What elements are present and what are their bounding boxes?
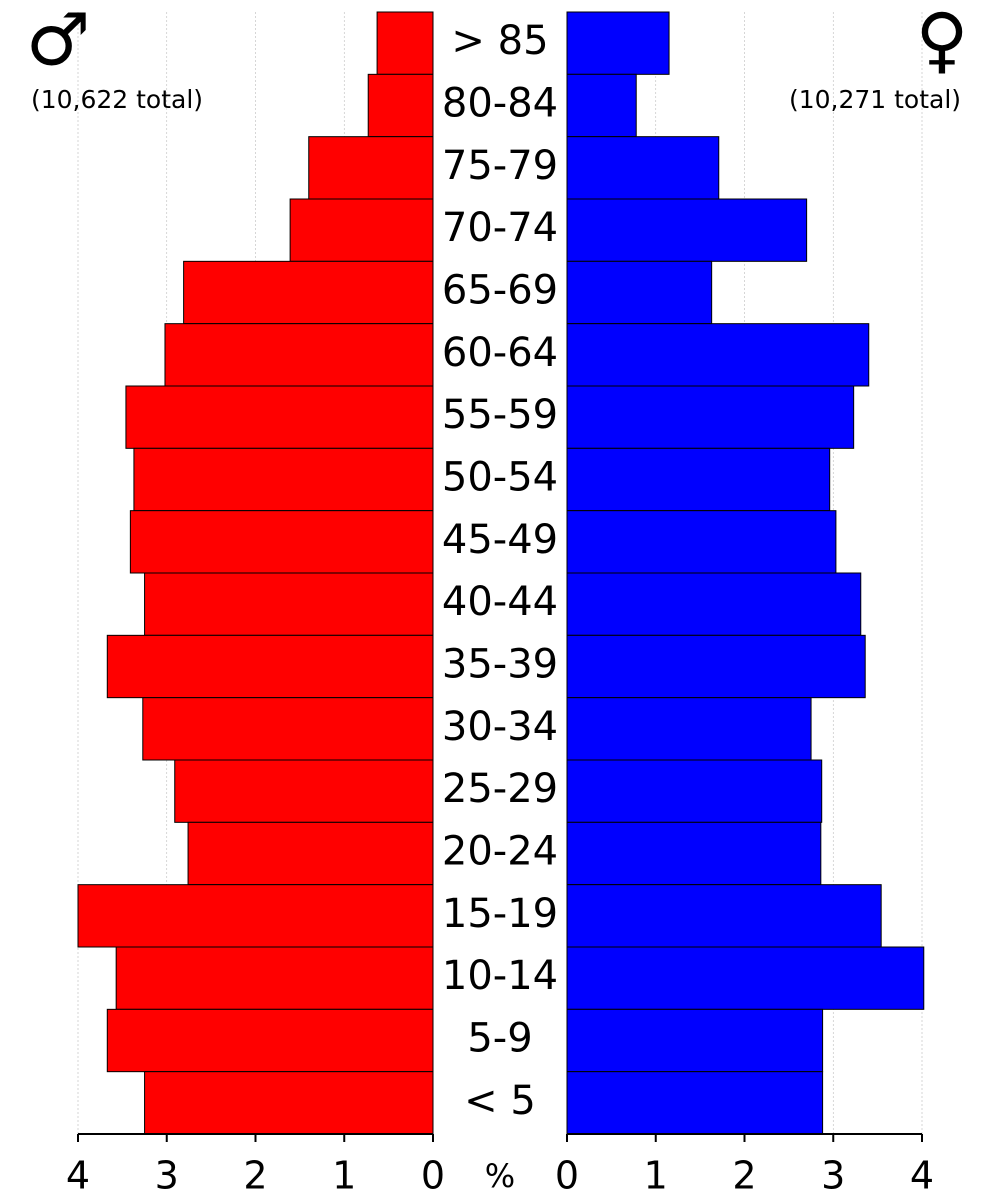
category-label: < 5	[464, 1078, 536, 1124]
bar	[566, 1071, 824, 1135]
bar	[566, 634, 866, 699]
bar	[566, 385, 855, 449]
category-label: 35-39	[442, 642, 558, 688]
x-tick-label: 0	[555, 1154, 579, 1198]
bar	[566, 697, 812, 761]
bar	[142, 697, 434, 761]
bar	[144, 572, 434, 636]
category-label: 60-64	[442, 330, 558, 376]
bar	[129, 510, 434, 574]
category-label: 50-54	[442, 455, 558, 501]
category-label: 10-14	[442, 953, 558, 999]
bar	[566, 759, 823, 823]
bar	[566, 946, 925, 1010]
x-tick-label: 3	[821, 1154, 845, 1198]
bar	[187, 821, 434, 886]
bar	[566, 323, 870, 387]
bar	[566, 510, 837, 574]
category-label: 80-84	[442, 81, 558, 127]
category-label: 5-9	[467, 1016, 532, 1062]
category-label: 30-34	[442, 704, 558, 750]
bar	[77, 884, 434, 948]
bar	[566, 73, 637, 138]
bar	[566, 198, 808, 262]
bar	[566, 136, 720, 200]
bar	[144, 1071, 434, 1135]
category-label: 20-24	[442, 829, 558, 875]
category-label: 15-19	[442, 891, 558, 937]
x-tick-label: 1	[644, 1154, 668, 1198]
bar	[376, 11, 434, 75]
bar	[289, 198, 434, 262]
category-label: 45-49	[442, 517, 558, 563]
bar	[125, 385, 434, 449]
bar	[566, 1008, 824, 1073]
bar	[183, 260, 434, 325]
category-label: 40-44	[442, 579, 558, 625]
bar	[106, 1008, 434, 1073]
x-tick-label: 4	[66, 1154, 90, 1198]
category-label: 70-74	[442, 205, 558, 251]
bar	[566, 572, 862, 636]
x-tick-label: 2	[243, 1154, 267, 1198]
bar	[367, 73, 434, 138]
category-label: 65-69	[442, 268, 558, 314]
bar	[566, 260, 713, 325]
category-label: 55-59	[442, 392, 558, 438]
x-tick-label: 0	[421, 1154, 445, 1198]
x-tick-label: 4	[910, 1154, 934, 1198]
bar	[133, 447, 434, 512]
legend-symbol: ♀	[916, 0, 969, 82]
bar	[566, 821, 822, 886]
bar	[566, 11, 670, 75]
bar	[115, 946, 434, 1010]
bar	[164, 323, 434, 387]
category-label: 75-79	[442, 143, 558, 189]
legend-total: (10,271 total)	[789, 85, 961, 114]
legend-total: (10,622 total)	[31, 85, 203, 114]
bar	[566, 884, 882, 948]
x-tick-label: 3	[155, 1154, 179, 1198]
bar	[174, 759, 434, 823]
bar	[308, 136, 434, 200]
category-label: > 85	[451, 18, 548, 64]
x-tick-label: 1	[332, 1154, 356, 1198]
x-tick-label: 2	[732, 1154, 756, 1198]
bar	[566, 447, 831, 512]
x-axis-label: %	[485, 1157, 515, 1195]
category-label: 25-29	[442, 766, 558, 812]
legend-symbol: ♂	[26, 0, 91, 82]
bar	[106, 634, 434, 699]
